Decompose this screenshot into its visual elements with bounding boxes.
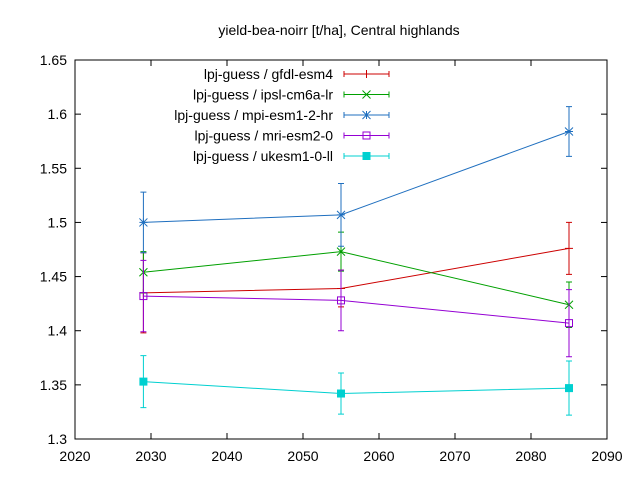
error-bar bbox=[566, 289, 572, 358]
data-point bbox=[139, 292, 148, 301]
legend-label: lpj-guess / mri-esm2-0 bbox=[195, 128, 334, 144]
y-tick-label: 1.65 bbox=[40, 52, 67, 68]
chart-title: yield-bea-noirr [t/ha], Central highland… bbox=[218, 22, 459, 38]
x-tick-label: 2080 bbox=[515, 448, 546, 464]
legend-label: lpj-guess / gfdl-esm4 bbox=[204, 66, 333, 82]
legend-label: lpj-guess / mpi-esm1-2-hr bbox=[174, 107, 333, 123]
series-3 bbox=[139, 106, 574, 254]
x-tick-label: 2060 bbox=[363, 448, 394, 464]
legend-item-5: lpj-guess / ukesm1-0-ll bbox=[193, 148, 390, 164]
series-line bbox=[143, 381, 570, 395]
legend-label: lpj-guess / ukesm1-0-ll bbox=[193, 148, 333, 164]
legend: lpj-guess / gfdl-esm4 lpj-guess / ipsl-cm… bbox=[174, 66, 390, 164]
legend-marker bbox=[362, 131, 371, 140]
data-point bbox=[139, 377, 148, 386]
y-tick-label: 1.3 bbox=[48, 431, 68, 447]
x-tick-label: 2070 bbox=[439, 448, 470, 464]
y-tick-label: 1.55 bbox=[40, 160, 67, 176]
data-point bbox=[337, 296, 345, 305]
y-tick-label: 1.45 bbox=[40, 269, 67, 285]
legend-label: lpj-guess / ipsl-cm6a-lr bbox=[193, 87, 333, 103]
legend-errorbar-cap bbox=[343, 153, 390, 159]
data-point bbox=[565, 319, 573, 328]
y-tick-label: 1.4 bbox=[48, 323, 68, 339]
x-tick-label: 2050 bbox=[287, 448, 318, 464]
data-point bbox=[336, 247, 346, 257]
y-tick-label: 1.5 bbox=[48, 214, 68, 230]
error-bar bbox=[338, 269, 344, 332]
data-point bbox=[337, 389, 345, 398]
legend-marker bbox=[362, 70, 371, 78]
data-point bbox=[564, 127, 574, 136]
data-point bbox=[565, 244, 573, 253]
legend-errorbar-cap bbox=[343, 91, 390, 98]
y-tick-label: 1.35 bbox=[40, 377, 67, 393]
legend-marker bbox=[362, 90, 371, 99]
legend-item-2: lpj-guess / ipsl-cm6a-lr bbox=[193, 87, 390, 103]
legend-errorbar-cap bbox=[343, 112, 390, 118]
legend-errorbar-cap bbox=[343, 132, 390, 139]
series-5 bbox=[139, 355, 573, 416]
series-2 bbox=[139, 231, 574, 328]
series-layer bbox=[139, 106, 574, 416]
plot-frame bbox=[74, 59, 608, 440]
legend-item-4: lpj-guess / mri-esm2-0 bbox=[195, 128, 390, 144]
data-point bbox=[336, 210, 346, 220]
y-tick-label: 1.6 bbox=[48, 106, 68, 122]
data-point bbox=[565, 384, 573, 393]
legend-item-1: lpj-guess / gfdl-esm4 bbox=[204, 66, 390, 82]
error-bar bbox=[140, 259, 147, 333]
x-tick-label: 2090 bbox=[591, 448, 622, 464]
legend-errorbar-cap bbox=[343, 71, 390, 77]
series-line bbox=[143, 130, 570, 223]
legend-marker bbox=[362, 152, 371, 160]
series-1 bbox=[139, 221, 573, 334]
legend-item-3: lpj-guess / mpi-esm1-2-hr bbox=[174, 107, 390, 123]
x-tick-label: 2040 bbox=[211, 448, 242, 464]
data-point bbox=[139, 218, 148, 227]
axes: 2020 2030 2040 2050 2060 2070 2080 2090 1.3 1.35 1… bbox=[40, 52, 623, 464]
series-4 bbox=[139, 259, 573, 358]
x-tick-label: 2020 bbox=[59, 448, 90, 464]
x-tick-label: 2030 bbox=[135, 448, 166, 464]
series-line bbox=[143, 295, 570, 324]
legend-marker bbox=[362, 110, 371, 120]
